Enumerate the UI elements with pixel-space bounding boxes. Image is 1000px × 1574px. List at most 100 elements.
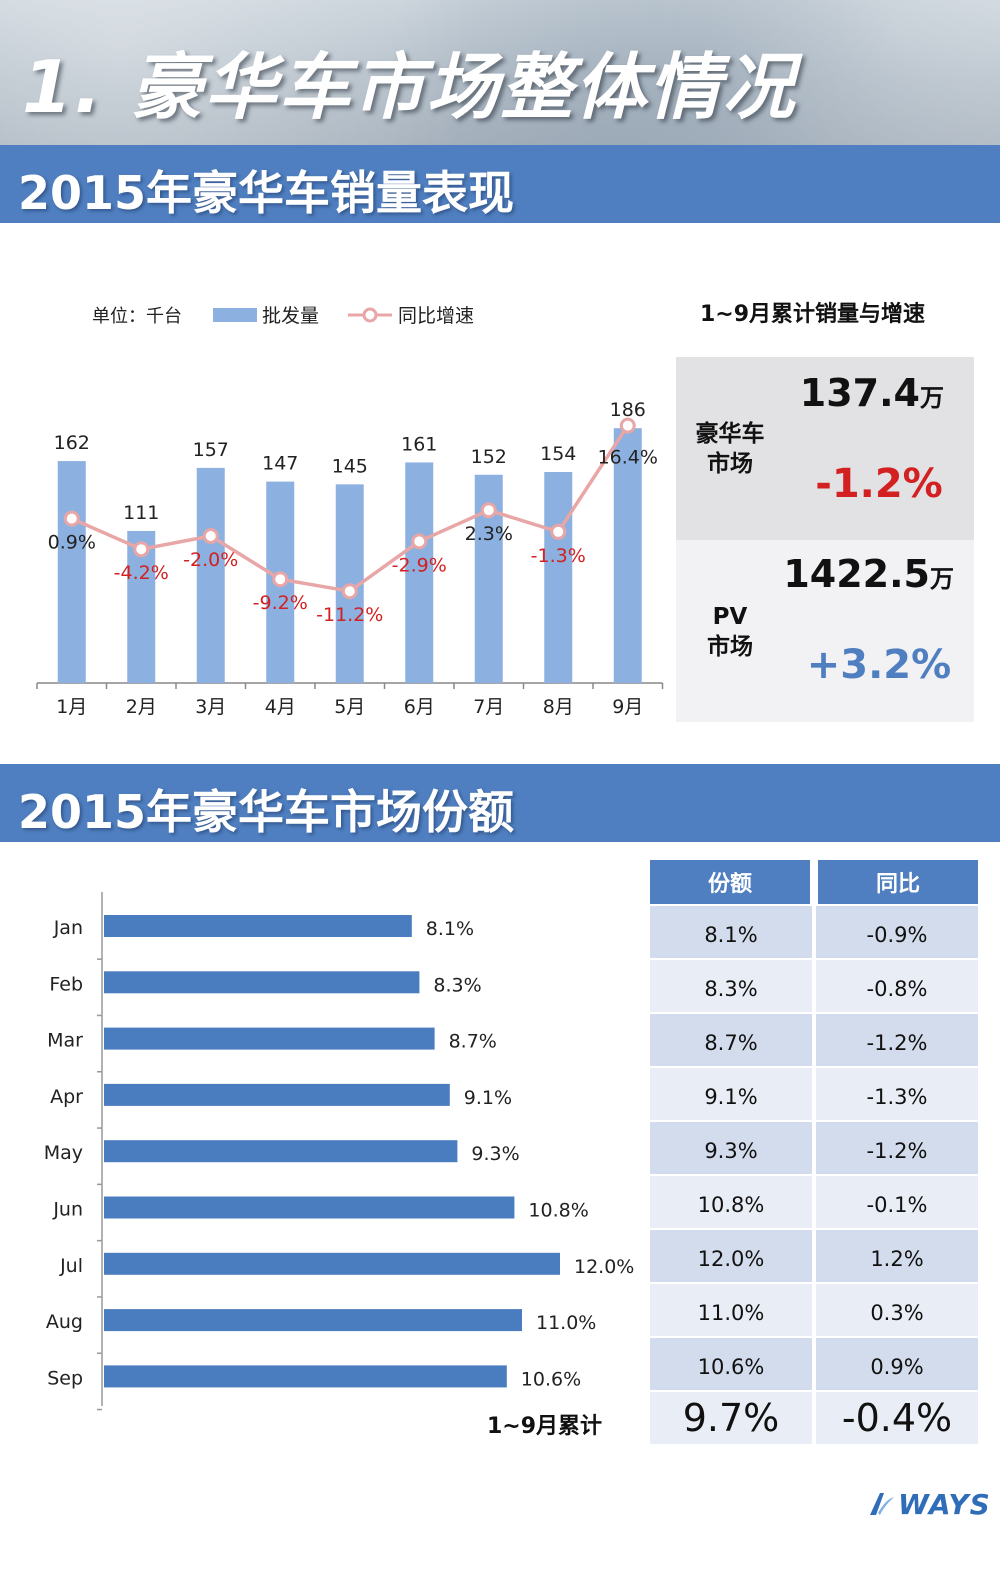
sales-bar-label: 147	[262, 453, 298, 475]
growth-label: 16.4%	[598, 447, 658, 469]
share-table-total-row: 9.7% -0.4%	[650, 1390, 978, 1444]
sales-bar-label: 145	[332, 455, 368, 477]
x-tick-label: 9月	[612, 696, 643, 718]
share-bar	[104, 1196, 515, 1219]
yoy-cell: 1.2%	[816, 1228, 978, 1282]
logo-text: WAYS	[898, 1487, 991, 1521]
share-bar	[104, 915, 412, 937]
share-bar-label: 8.1%	[426, 918, 474, 940]
x-tick-label: 5月	[334, 696, 365, 718]
sales-bar	[57, 461, 86, 683]
share-bar-label: 10.8%	[528, 1200, 588, 1222]
share-bar	[104, 1083, 450, 1106]
sales-bar-label: 111	[123, 502, 159, 524]
unit-label: 单位：千台	[92, 306, 182, 327]
growth-label: 2.3%	[465, 523, 513, 545]
sales-bar-label: 186	[610, 399, 646, 421]
yoy-cell: -1.2%	[816, 1120, 978, 1174]
share-table-row: 10.8% -0.1%	[650, 1174, 978, 1228]
sales-bar-label: 161	[401, 433, 437, 455]
cumulative-label: 1~9月累计	[487, 1414, 603, 1439]
logo-swoosh-icon	[870, 1493, 894, 1515]
share-table-row: 8.1% -0.9%	[650, 904, 978, 958]
legend-bar-swatch	[213, 308, 257, 322]
share-bar-label: 12.0%	[574, 1256, 634, 1278]
share-category-label: Jul	[59, 1255, 83, 1277]
legend-bar-label: 批发量	[262, 305, 319, 327]
share-bar	[104, 1309, 522, 1332]
share-table-header-share: 份额	[650, 860, 811, 904]
share-cell: 10.6%	[650, 1336, 812, 1390]
share-bar-label: 11.0%	[536, 1312, 596, 1334]
yoy-cell: 0.9%	[816, 1336, 978, 1390]
kpi-luxury-label: 豪华车 市场	[695, 421, 765, 477]
share-table-row: 10.6% 0.9%	[650, 1336, 978, 1390]
share-category-label: Feb	[49, 973, 83, 995]
share-cell: 12.0%	[650, 1228, 812, 1282]
share-cell: 9.3%	[650, 1120, 812, 1174]
growth-label: -2.0%	[183, 549, 238, 571]
share-cell: 8.7%	[650, 1012, 812, 1066]
share-cell: 11.0%	[650, 1282, 812, 1336]
sales-bar	[613, 428, 642, 683]
growth-label: -9.2%	[253, 592, 308, 614]
share-cell: 9.1%	[650, 1066, 812, 1120]
share-bar	[104, 1140, 458, 1163]
share-table-row: 9.1% -1.3%	[650, 1066, 978, 1120]
share-bar	[104, 1252, 560, 1275]
growth-label: -1.3%	[531, 545, 586, 567]
share-table-row: 8.7% -1.2%	[650, 1012, 978, 1066]
kpi-pv-box: 1422.5万 PV 市场 +3.2%	[676, 540, 974, 722]
share-bar	[104, 1365, 507, 1388]
page-title: 1. 豪华车市场整体情况	[22, 45, 797, 129]
kpi-pv-value: 1422.5万	[783, 552, 954, 596]
x-tick-label: 1月	[56, 696, 87, 718]
legend-line-marker	[362, 307, 378, 323]
ways-logo: WAYS	[866, 1486, 991, 1522]
sales-bar	[196, 467, 225, 683]
kpi-luxury-box: 137.4万 豪华车 市场 -1.2%	[676, 357, 974, 540]
sales-bar	[544, 472, 573, 683]
share-bar-label: 8.3%	[433, 974, 481, 996]
share-chart: Jan 8.1% Feb 8.3% Mar 8.7% Apr 9.1% May 9.3% Jun 10…	[44, 892, 634, 1411]
sales-chart: 单位：千台 批发量 同比增速 162 1月 111 2月 157 3月 147 4月 145 5月 161…	[36, 305, 664, 718]
share-category-label: Jan	[53, 917, 83, 939]
share-bar	[104, 971, 420, 994]
share-table-row: 12.0% 1.2%	[650, 1228, 978, 1282]
x-tick-label: 7月	[473, 696, 504, 718]
yoy-cell: 0.3%	[816, 1282, 978, 1336]
total-yoy-cell: -0.4%	[816, 1390, 978, 1444]
yoy-cell: -1.2%	[816, 1012, 978, 1066]
kpi-luxury-growth: -1.2%	[815, 461, 943, 507]
total-share-cell: 9.7%	[650, 1390, 812, 1444]
share-bar	[104, 1027, 435, 1050]
kpi-luxury-value: 137.4万	[799, 371, 944, 415]
yoy-cell: -0.1%	[816, 1174, 978, 1228]
share-category-label: Jun	[52, 1199, 83, 1221]
growth-point	[202, 528, 219, 544]
growth-label: 0.9%	[48, 532, 96, 554]
share-category-label: May	[44, 1142, 83, 1164]
share-cell: 8.3%	[650, 958, 812, 1012]
legend-line-label: 同比增速	[398, 305, 474, 327]
share-table-row: 9.3% -1.2%	[650, 1120, 978, 1174]
growth-point	[272, 571, 289, 588]
sales-bar	[405, 462, 434, 683]
share-bar-label: 9.3%	[471, 1143, 519, 1165]
sales-bar-label: 162	[54, 432, 90, 454]
share-category-label: Mar	[47, 1030, 83, 1052]
yoy-cell: -1.3%	[816, 1066, 978, 1120]
section-header-share: 2015年豪华车市场份额	[0, 764, 1000, 842]
sales-bar-label: 154	[540, 443, 576, 465]
sales-bar-label: 152	[471, 446, 507, 468]
share-bar-label: 10.6%	[521, 1368, 581, 1390]
share-table: 份额 同比 8.1% -0.9% 8.3% -0.8% 8.7% -1.2% 9.1% -1.…	[650, 860, 979, 1444]
growth-label: -11.2%	[316, 604, 383, 626]
kpi-pv-unit: 万	[930, 565, 954, 593]
share-bar-label: 9.1%	[464, 1087, 512, 1109]
section-header-sales: 2015年豪华车销量表现	[0, 145, 1000, 223]
sales-bar-label: 157	[193, 439, 229, 461]
share-table-row: 11.0% 0.3%	[650, 1282, 978, 1336]
share-category-label: Aug	[46, 1311, 83, 1333]
growth-label: -4.2%	[114, 562, 169, 584]
